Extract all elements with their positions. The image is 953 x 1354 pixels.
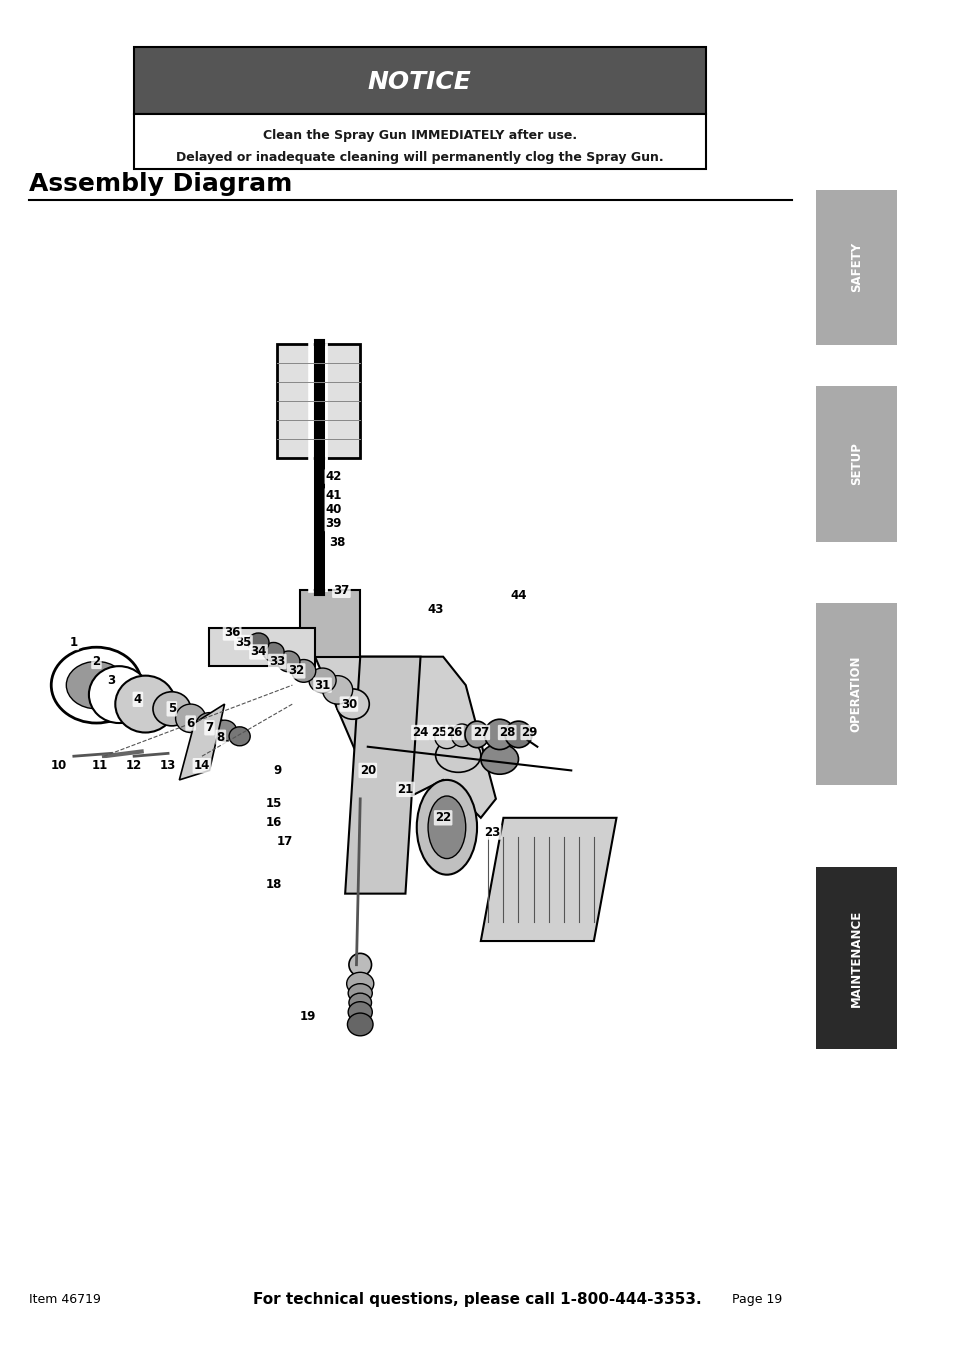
Text: 23: 23 bbox=[483, 826, 499, 838]
Polygon shape bbox=[210, 628, 314, 666]
Polygon shape bbox=[179, 704, 224, 780]
Ellipse shape bbox=[213, 720, 236, 741]
FancyBboxPatch shape bbox=[815, 867, 896, 1049]
Text: 28: 28 bbox=[498, 726, 515, 739]
Ellipse shape bbox=[229, 727, 250, 746]
Text: 38: 38 bbox=[329, 536, 345, 550]
Text: 2: 2 bbox=[92, 655, 100, 668]
Text: 34: 34 bbox=[250, 646, 267, 658]
Text: 20: 20 bbox=[359, 764, 375, 777]
Text: Assembly Diagram: Assembly Diagram bbox=[29, 172, 292, 196]
Text: 24: 24 bbox=[412, 726, 428, 739]
Text: 26: 26 bbox=[446, 726, 462, 739]
Text: 14: 14 bbox=[193, 760, 210, 772]
Ellipse shape bbox=[436, 738, 480, 772]
Text: MAINTENANCE: MAINTENANCE bbox=[849, 910, 862, 1006]
Text: 44: 44 bbox=[510, 589, 526, 601]
Text: 29: 29 bbox=[521, 726, 537, 739]
Text: 16: 16 bbox=[265, 816, 281, 829]
Text: Item 46719: Item 46719 bbox=[29, 1293, 100, 1307]
FancyBboxPatch shape bbox=[133, 47, 705, 114]
FancyBboxPatch shape bbox=[815, 190, 896, 345]
Text: OPERATION: OPERATION bbox=[849, 655, 862, 733]
Text: Delayed or inadequate cleaning will permanently clog the Spray Gun.: Delayed or inadequate cleaning will perm… bbox=[175, 150, 663, 164]
Text: NOTICE: NOTICE bbox=[368, 69, 471, 93]
FancyBboxPatch shape bbox=[815, 386, 896, 542]
Text: 36: 36 bbox=[224, 627, 240, 639]
Text: 31: 31 bbox=[314, 678, 331, 692]
Text: 13: 13 bbox=[160, 760, 176, 772]
FancyBboxPatch shape bbox=[815, 603, 896, 785]
Text: 27: 27 bbox=[472, 726, 489, 739]
Ellipse shape bbox=[152, 692, 191, 726]
Text: 21: 21 bbox=[396, 783, 414, 796]
Ellipse shape bbox=[195, 712, 223, 737]
Text: 32: 32 bbox=[288, 665, 304, 677]
Text: 22: 22 bbox=[435, 811, 451, 825]
Text: 39: 39 bbox=[325, 517, 342, 531]
Text: 11: 11 bbox=[92, 760, 109, 772]
Ellipse shape bbox=[248, 634, 269, 651]
Ellipse shape bbox=[292, 659, 315, 682]
Text: 3: 3 bbox=[108, 674, 115, 686]
FancyBboxPatch shape bbox=[133, 114, 705, 169]
Text: 7: 7 bbox=[205, 722, 213, 734]
Polygon shape bbox=[299, 590, 360, 657]
Ellipse shape bbox=[347, 1013, 373, 1036]
Polygon shape bbox=[480, 818, 616, 941]
Ellipse shape bbox=[67, 661, 127, 709]
Text: 42: 42 bbox=[325, 470, 342, 483]
Polygon shape bbox=[314, 657, 496, 818]
Text: 35: 35 bbox=[235, 636, 252, 649]
Ellipse shape bbox=[349, 953, 371, 976]
Ellipse shape bbox=[451, 724, 472, 747]
Ellipse shape bbox=[346, 972, 374, 995]
Text: 43: 43 bbox=[427, 603, 443, 616]
Text: 8: 8 bbox=[216, 731, 225, 743]
Ellipse shape bbox=[115, 676, 175, 733]
Polygon shape bbox=[277, 344, 360, 458]
Ellipse shape bbox=[175, 704, 206, 733]
Text: 15: 15 bbox=[265, 798, 281, 810]
Text: 17: 17 bbox=[276, 835, 293, 848]
Text: 10: 10 bbox=[51, 760, 67, 772]
Ellipse shape bbox=[484, 719, 515, 750]
Text: 18: 18 bbox=[265, 877, 281, 891]
Ellipse shape bbox=[428, 796, 465, 858]
Ellipse shape bbox=[464, 722, 489, 747]
Text: 12: 12 bbox=[126, 760, 142, 772]
Ellipse shape bbox=[435, 726, 458, 749]
Ellipse shape bbox=[348, 983, 372, 1002]
Ellipse shape bbox=[335, 689, 369, 719]
Ellipse shape bbox=[89, 666, 149, 723]
Ellipse shape bbox=[348, 1002, 372, 1022]
Ellipse shape bbox=[263, 643, 284, 661]
Text: 40: 40 bbox=[325, 504, 342, 516]
Text: Clean the Spray Gun IMMEDIATELY after use.: Clean the Spray Gun IMMEDIATELY after us… bbox=[262, 129, 577, 142]
Text: 9: 9 bbox=[273, 764, 281, 777]
Text: 37: 37 bbox=[333, 584, 349, 597]
Ellipse shape bbox=[416, 780, 476, 875]
Ellipse shape bbox=[322, 676, 353, 704]
Ellipse shape bbox=[277, 651, 299, 672]
Text: For technical questions, please call 1-800-444-3353.: For technical questions, please call 1-8… bbox=[253, 1292, 700, 1308]
Text: 1: 1 bbox=[70, 636, 78, 649]
Text: SETUP: SETUP bbox=[849, 443, 862, 485]
Text: Page 19: Page 19 bbox=[731, 1293, 781, 1307]
Text: 41: 41 bbox=[325, 489, 342, 502]
Ellipse shape bbox=[51, 647, 141, 723]
Ellipse shape bbox=[309, 668, 335, 693]
Text: 5: 5 bbox=[168, 703, 175, 715]
Ellipse shape bbox=[504, 722, 532, 747]
Text: SAFETY: SAFETY bbox=[849, 242, 862, 292]
Text: 4: 4 bbox=[133, 693, 142, 705]
Text: 25: 25 bbox=[431, 726, 447, 739]
Text: 30: 30 bbox=[340, 697, 356, 711]
Ellipse shape bbox=[349, 994, 371, 1013]
Text: 6: 6 bbox=[187, 716, 194, 730]
Text: 19: 19 bbox=[299, 1010, 315, 1024]
Text: 33: 33 bbox=[269, 655, 285, 668]
Polygon shape bbox=[345, 657, 420, 894]
Ellipse shape bbox=[480, 743, 518, 774]
